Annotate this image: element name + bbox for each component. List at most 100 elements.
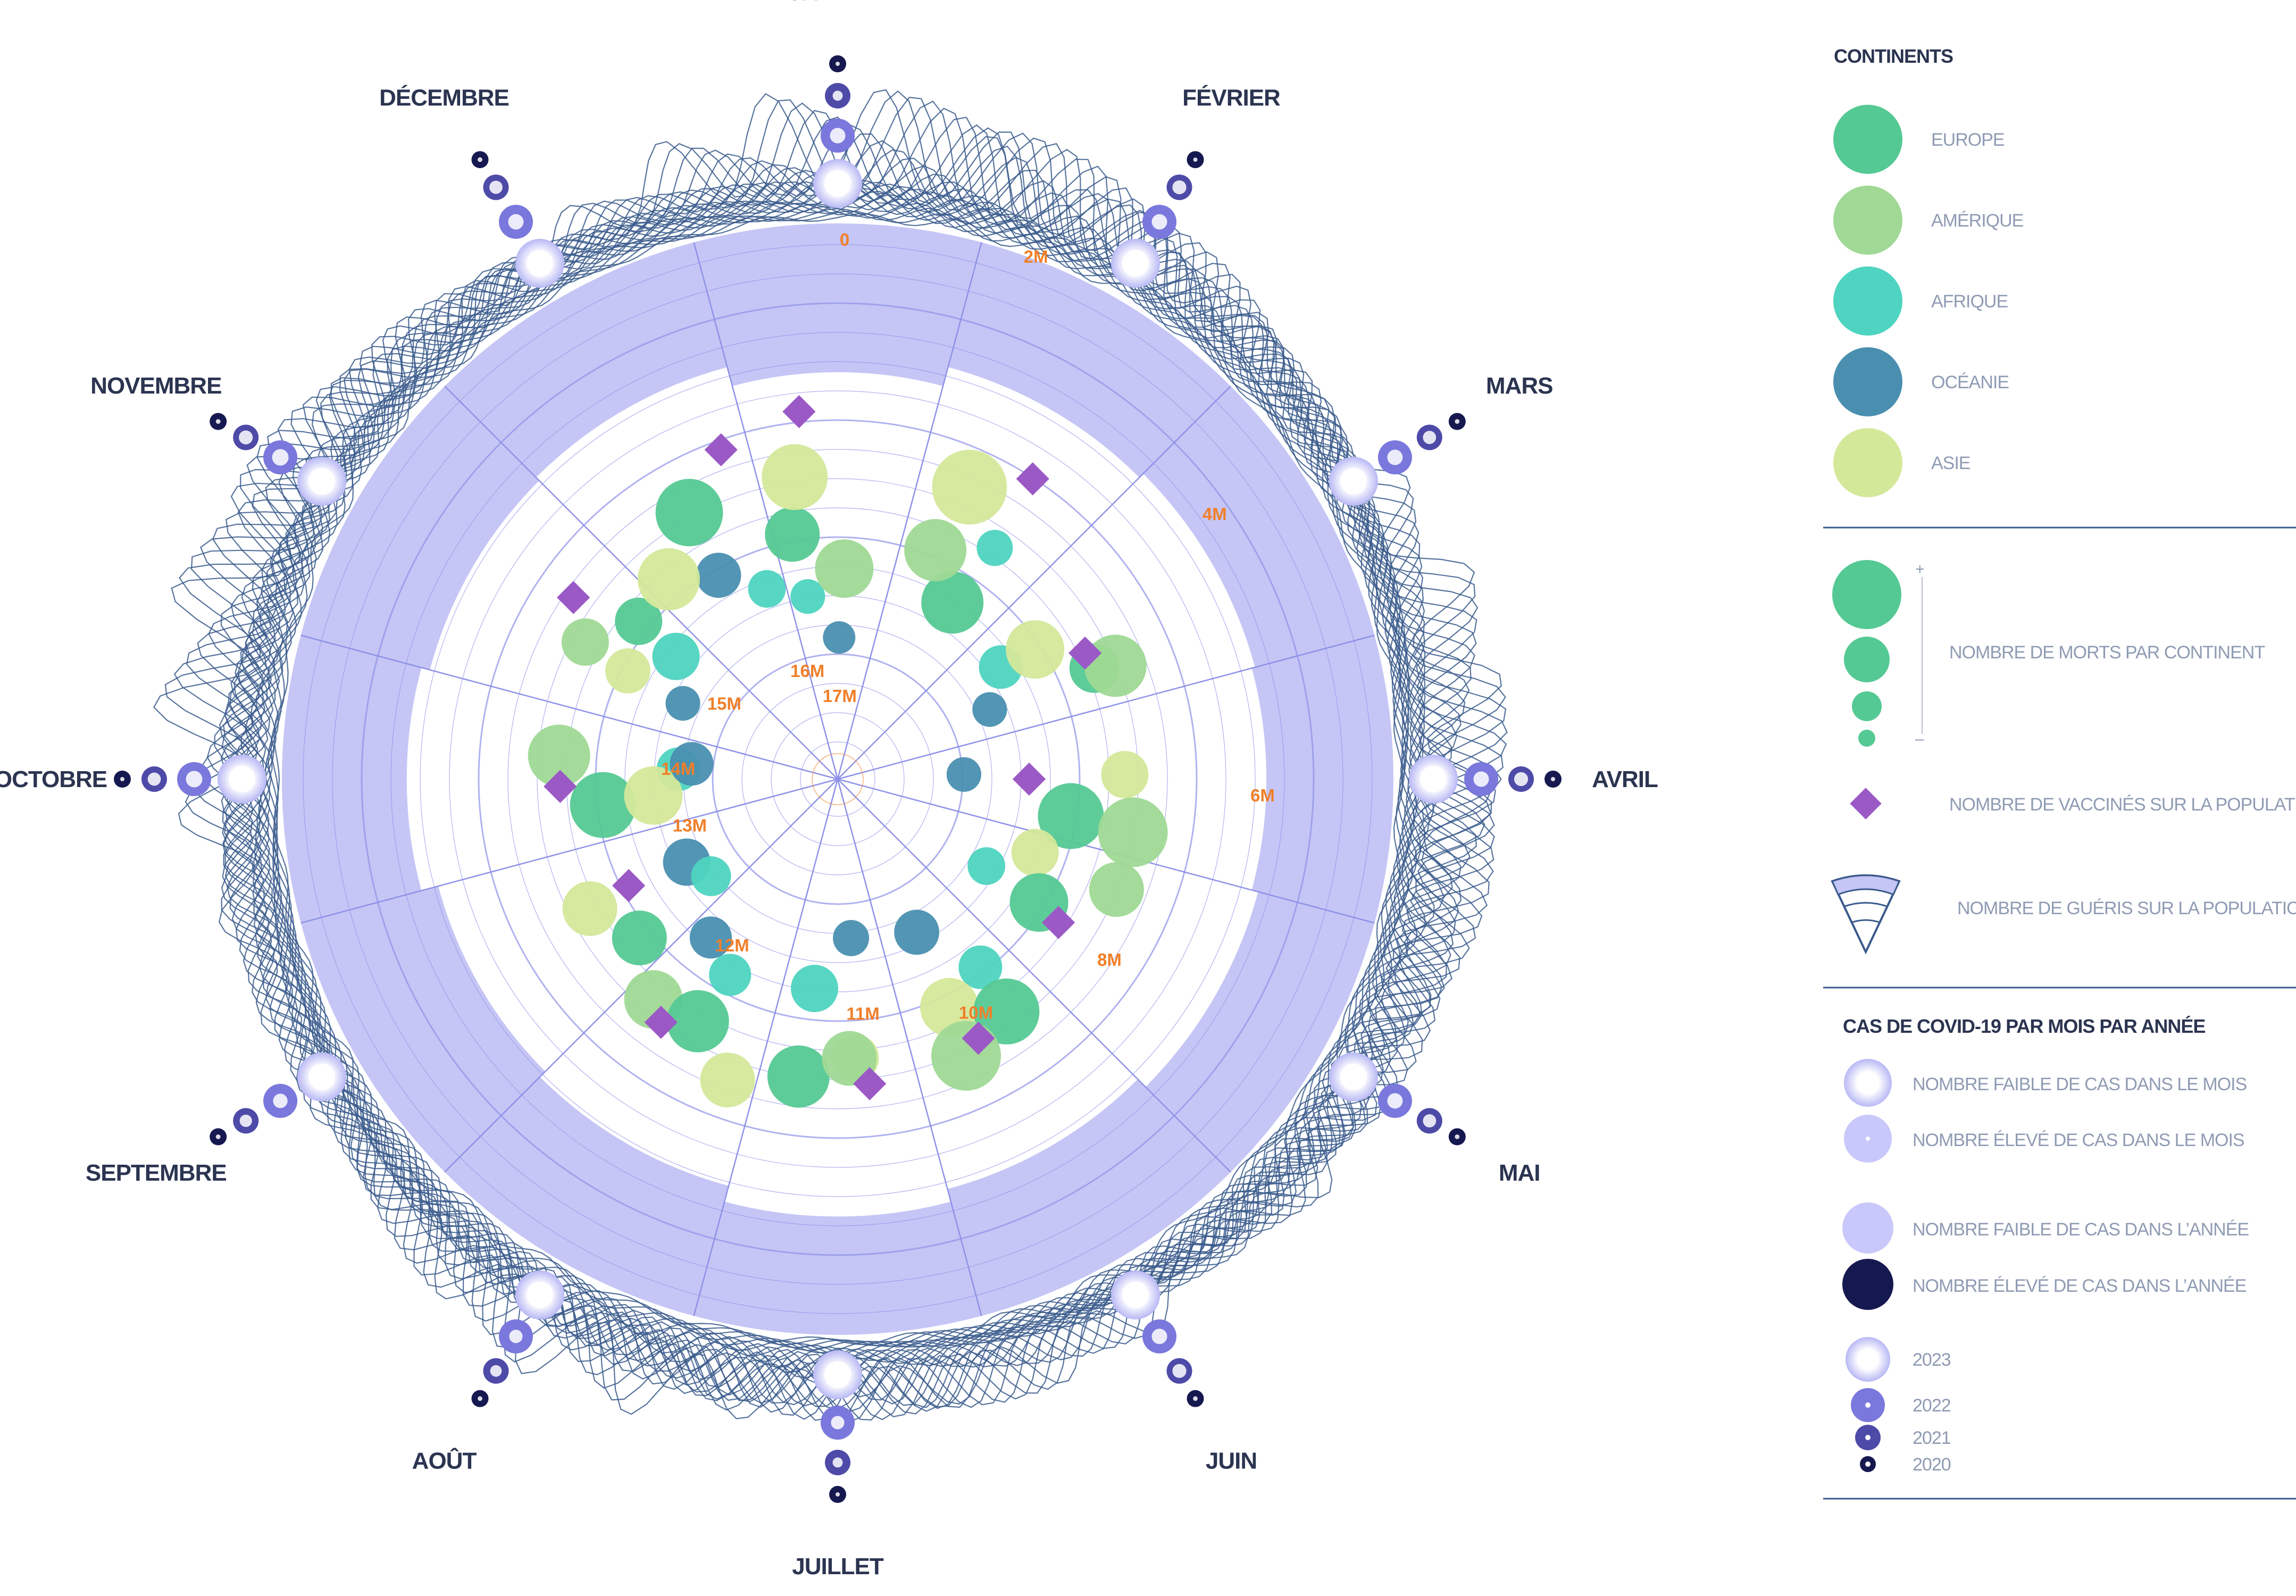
legend-high-year-label: NOMBRE ÉLEVÉ DE CAS DANS L’ANNÉE	[1913, 1276, 2247, 1296]
legend-continents-title: CONTINENTS	[1834, 45, 1953, 67]
death-circle	[762, 444, 828, 510]
month-label: MAI	[1499, 1160, 1540, 1186]
month-label: FÉVRIER	[1182, 84, 1280, 111]
legend-continent-label: AFRIQUE	[1931, 291, 2008, 312]
legend-low-year-label: NOMBRE FAIBLE DE CAS DANS L’ANNÉE	[1913, 1219, 2249, 1240]
death-circle	[791, 965, 838, 1012]
legend-year-label: 2023	[1913, 1350, 1951, 1370]
year-marker-core	[1387, 1093, 1402, 1109]
year-marker-core	[273, 1093, 288, 1108]
scale-label: 0	[840, 230, 849, 249]
legend-deaths-minus: –	[1915, 730, 1924, 748]
death-circle	[765, 507, 820, 562]
scale-label: 17M	[823, 686, 857, 706]
death-circle	[709, 954, 751, 996]
legend-deaths-label: NOMBRE DE MORTS PAR CONTINENT	[1949, 642, 2265, 663]
year-marker-core	[1193, 157, 1198, 162]
year-marker-core	[1152, 214, 1167, 230]
legend-continent-swatch	[1833, 428, 1902, 497]
month-label: JUILLET	[792, 1553, 884, 1580]
legend-low-month-swatch	[1844, 1059, 1892, 1107]
year-marker-core	[1455, 419, 1459, 424]
legend-continent-swatch	[1833, 347, 1902, 416]
scale-label: 14M	[661, 759, 695, 779]
death-circle	[894, 910, 939, 955]
year-marker-core	[1122, 250, 1149, 277]
scale-label: 6M	[1250, 786, 1275, 805]
year-marker-core	[1455, 1134, 1459, 1139]
legend-recovered-funnel	[1832, 875, 1899, 952]
scale-label: 16M	[790, 661, 824, 681]
year-marker-core	[1172, 180, 1186, 194]
death-circle	[700, 1052, 755, 1107]
death-circle	[656, 479, 723, 546]
year-marker-core	[1423, 431, 1436, 444]
legend-continent-swatch	[1833, 266, 1902, 336]
scale-label: 13M	[673, 816, 707, 835]
year-marker-core	[1122, 1282, 1149, 1308]
year-marker-core	[120, 777, 124, 781]
legend-high-year-swatch	[1842, 1259, 1893, 1310]
death-circle	[1101, 751, 1148, 798]
year-marker-core	[489, 181, 503, 194]
legend-deaths-sizes	[1832, 560, 1922, 747]
death-circle	[696, 553, 741, 598]
death-circle	[612, 910, 667, 965]
month-label: JUIN	[1206, 1448, 1257, 1474]
year-marker-core	[272, 449, 289, 466]
year-marker-core	[216, 1134, 221, 1139]
year-marker-core	[836, 62, 840, 66]
legend-year-dot	[1865, 1461, 1871, 1467]
death-circle	[691, 856, 731, 896]
legend-continent-swatch	[1833, 186, 1902, 255]
year-marker-core	[1387, 450, 1402, 465]
scale-label: 12M	[715, 935, 749, 955]
scale-label: 15M	[707, 693, 741, 713]
year-marker-core	[490, 1365, 502, 1377]
death-circle	[815, 539, 873, 598]
scale-label: 4M	[1203, 504, 1227, 524]
legend-death-size	[1832, 560, 1901, 629]
month-label: AVRIL	[1592, 766, 1658, 792]
year-marker-core	[509, 1330, 522, 1343]
death-circle	[665, 686, 700, 721]
death-circle	[1098, 797, 1168, 867]
month-label: AOÛT	[412, 1447, 477, 1474]
legend-year-label: 2020	[1913, 1455, 1951, 1475]
year-marker-core	[478, 1396, 482, 1401]
year-marker-core	[824, 170, 851, 197]
legend-death-size	[1852, 691, 1882, 721]
recovered-rings	[282, 223, 1393, 1335]
year-marker-core	[239, 430, 253, 444]
legend-continent-label: EUROPE	[1931, 130, 2005, 150]
legend-year-dot	[1865, 1402, 1871, 1408]
year-marker-core	[240, 1115, 252, 1127]
legend-death-size	[1858, 730, 1875, 747]
year-marker-core	[1514, 772, 1528, 786]
year-marker-core	[836, 1492, 840, 1497]
death-circle	[1006, 620, 1064, 679]
legend-cases-title: CAS DE COVID-19 PAR MOIS PAR ANNÉE	[1843, 1015, 2205, 1037]
death-circle	[823, 621, 855, 654]
year-marker-core	[824, 1361, 851, 1388]
legend-continent-swatch	[1833, 105, 1902, 174]
legend-death-size	[1844, 637, 1890, 682]
year-marker-core	[308, 1064, 335, 1090]
month-label: SEPTEMBRE	[86, 1160, 227, 1186]
month-label: DÉCEMBRE	[379, 84, 509, 111]
year-marker-core	[1152, 1328, 1167, 1344]
legend-continent-list: EUROPEAMÉRIQUEAFRIQUEOCÉANIEASIE	[1833, 105, 2024, 497]
death-circle	[562, 619, 609, 666]
death-circle	[563, 881, 617, 936]
death-circle	[1012, 829, 1059, 876]
legend-high-month-dot	[1866, 1137, 1870, 1141]
year-marker-core	[831, 1416, 844, 1429]
year-marker-core	[833, 91, 843, 101]
scale-label: 11M	[846, 1004, 879, 1024]
death-circle	[833, 920, 869, 956]
death-circle	[932, 450, 1007, 525]
legend-year-swatch	[1846, 1337, 1890, 1382]
legend-year-label: 2021	[1913, 1428, 1951, 1448]
year-marker-core	[478, 157, 482, 162]
